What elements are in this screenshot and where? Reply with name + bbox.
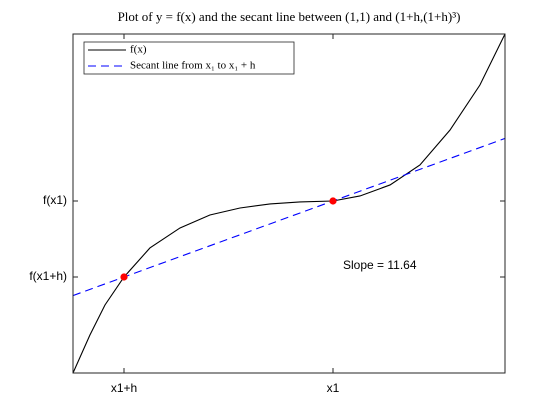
point-marker [120,273,128,281]
legend-label: Secant line from x₁ to x₁ + h [130,60,256,72]
y-tick-label: f(x1+h) [29,269,67,283]
x-tick-label: x1+h [111,381,137,395]
series-line [73,34,505,373]
y-tick-label: f(x1) [43,193,67,207]
series-line [73,137,505,297]
x-tick-label: x1 [327,381,340,395]
point-marker [329,197,337,205]
annotation: Slope = 11.64 [343,258,417,272]
axes-box [72,33,506,374]
chart-title: Plot of y = f(x) and the secant line bet… [118,9,461,24]
legend-box [83,41,295,75]
plot-area [73,34,505,373]
legend-label: f(x) [130,44,147,56]
